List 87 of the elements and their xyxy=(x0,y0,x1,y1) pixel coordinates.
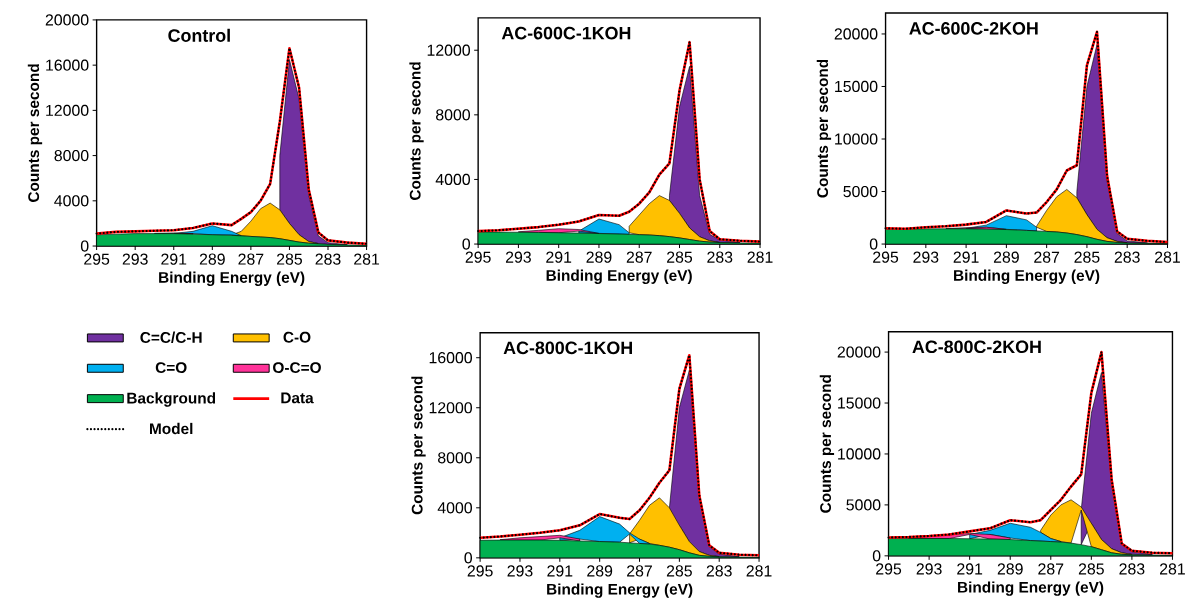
y-tick-label: 4000 xyxy=(435,174,471,186)
x-tick-label: 283 xyxy=(707,251,733,263)
x-tick-label: 283 xyxy=(1119,563,1145,575)
chart-title: AC-800C-1KOH xyxy=(503,341,632,355)
y-tick-label: 15000 xyxy=(838,397,881,409)
y-axis-title: Counts per second xyxy=(816,60,832,198)
x-tick-label: 285 xyxy=(667,251,693,263)
x-tick-label: 283 xyxy=(706,565,732,577)
x-tick-label: 289 xyxy=(993,251,1019,263)
x-axis-title: Binding Energy (eV) xyxy=(958,581,1104,596)
x-tick-label: 293 xyxy=(505,251,531,263)
y-tick-label: 5000 xyxy=(843,186,878,198)
legend-label: O-C=O xyxy=(273,362,321,374)
x-tick-label: 283 xyxy=(1114,251,1140,263)
x-tick-label: 287 xyxy=(627,565,652,577)
x-tick-label: 281 xyxy=(747,251,773,263)
y-axis-title: Counts per second xyxy=(27,64,43,203)
y-tick-label: 5000 xyxy=(846,499,881,511)
legend-label: Background xyxy=(127,392,216,407)
legend-label: C=C/C-H xyxy=(140,331,202,344)
legend-label: C=O xyxy=(155,362,187,374)
y-tick-label: 20000 xyxy=(45,14,89,26)
y-axis-title: Counts per second xyxy=(819,375,835,513)
x-tick-label: 295 xyxy=(465,251,491,263)
y-axis-title: Counts per second xyxy=(409,62,424,201)
x-tick-label: 295 xyxy=(467,565,493,577)
y-tick-label: 10000 xyxy=(838,448,881,460)
y-tick-label: 0 xyxy=(80,240,89,252)
x-axis-title: Binding Energy (eV) xyxy=(159,271,305,287)
x-tick-label: 281 xyxy=(1155,251,1180,263)
y-tick-label: 8000 xyxy=(54,150,89,162)
y-tick-label: 20000 xyxy=(837,346,881,358)
x-tick-label: 291 xyxy=(547,565,573,577)
chart-title: AC-600C-2KOH xyxy=(909,22,1038,35)
x-axis-title: Binding Energy (eV) xyxy=(547,583,693,598)
x-tick-label: 289 xyxy=(586,251,612,263)
legend-label: Data xyxy=(281,392,314,404)
x-tick-label: 295 xyxy=(84,253,110,265)
y-tick-label: 12000 xyxy=(429,402,473,414)
x-axis-title: Binding Energy (eV) xyxy=(954,269,1100,285)
y-tick-label: 16000 xyxy=(429,352,473,364)
x-tick-label: 295 xyxy=(876,563,902,575)
x-tick-label: 283 xyxy=(315,253,341,265)
legend-label: Model xyxy=(150,423,193,435)
chart-title: Control xyxy=(168,28,230,43)
x-tick-label: 293 xyxy=(913,251,939,263)
x-tick-label: 285 xyxy=(276,253,303,265)
y-tick-label: 12000 xyxy=(427,44,471,57)
x-tick-label: 287 xyxy=(626,251,652,263)
x-tick-label: 295 xyxy=(873,251,899,263)
x-tick-label: 289 xyxy=(587,565,613,577)
y-tick-label: 10000 xyxy=(835,133,878,145)
legend-label: C-O xyxy=(283,332,311,343)
x-tick-label: 291 xyxy=(953,251,979,263)
y-tick-label: 15000 xyxy=(835,81,878,93)
x-tick-label: 291 xyxy=(546,251,572,263)
y-tick-label: 4000 xyxy=(54,195,89,207)
y-tick-label: 8000 xyxy=(438,452,473,464)
x-tick-label: 287 xyxy=(1038,563,1064,575)
chart-title: AC-600C-1KOH xyxy=(501,26,631,40)
x-tick-label: 285 xyxy=(1074,251,1100,263)
x-tick-label: 293 xyxy=(122,253,148,265)
y-tick-label: 4000 xyxy=(437,502,473,514)
x-tick-label: 287 xyxy=(1034,251,1060,263)
x-tick-label: 285 xyxy=(1078,563,1104,575)
chart-title: AC-800C-2KOH xyxy=(912,340,1041,354)
y-tick-label: 0 xyxy=(462,238,471,250)
x-tick-label: 289 xyxy=(199,253,225,265)
x-tick-label: 281 xyxy=(354,253,380,265)
x-tick-label: 293 xyxy=(916,563,942,575)
y-tick-label: 8000 xyxy=(436,109,471,121)
x-tick-label: 287 xyxy=(238,253,264,265)
y-tick-label: 0 xyxy=(869,238,878,250)
x-tick-label: 285 xyxy=(666,565,692,577)
y-tick-label: 20000 xyxy=(834,28,878,40)
x-tick-label: 289 xyxy=(997,563,1023,575)
x-tick-label: 293 xyxy=(507,565,533,577)
y-tick-label: 0 xyxy=(872,550,881,562)
y-tick-label: 0 xyxy=(464,552,473,564)
y-tick-label: 16000 xyxy=(46,59,89,71)
y-axis-title: Counts per second xyxy=(411,376,426,515)
x-tick-label: 291 xyxy=(161,253,187,265)
x-tick-label: 281 xyxy=(746,565,772,577)
x-axis-title: Binding Energy (eV) xyxy=(546,269,692,285)
x-tick-label: 291 xyxy=(957,563,983,575)
x-tick-label: 281 xyxy=(1160,563,1185,575)
y-tick-label: 12000 xyxy=(46,104,89,117)
